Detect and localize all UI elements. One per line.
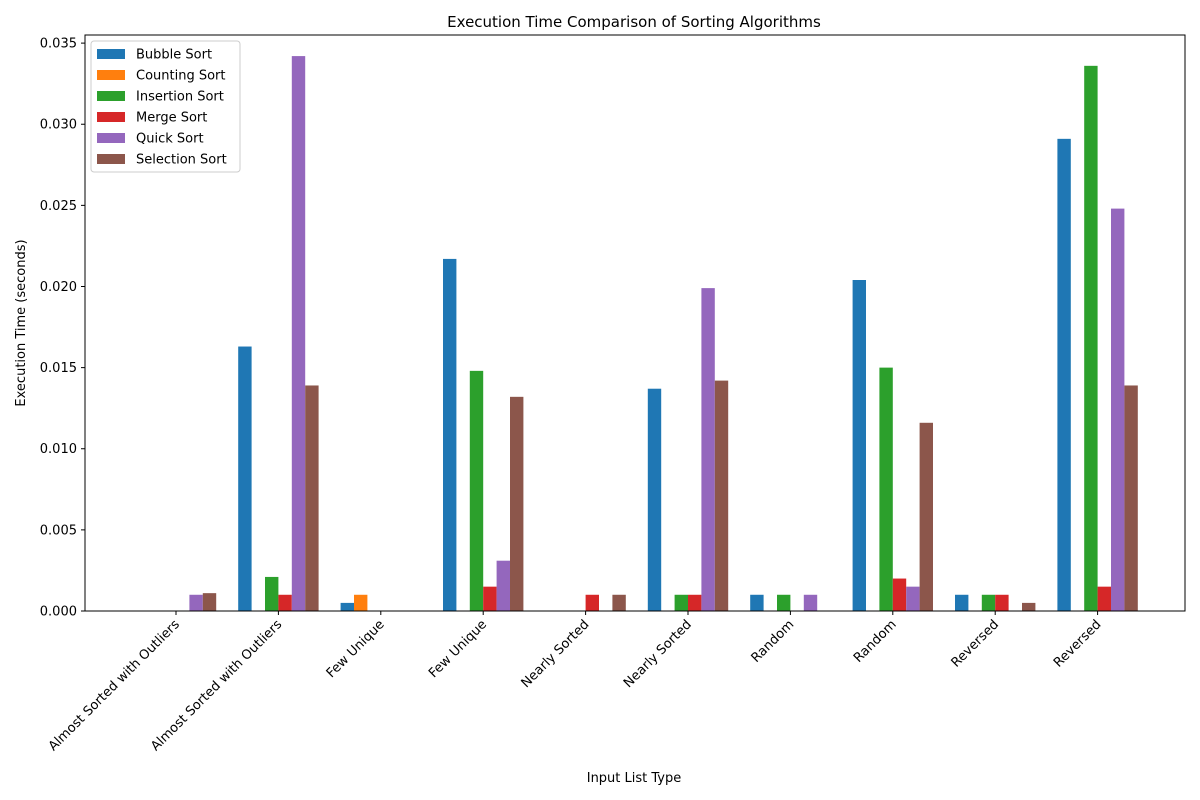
y-tick-label: 0.030 xyxy=(40,118,77,133)
chart-title: Execution Time Comparison of Sorting Alg… xyxy=(447,13,821,31)
bar-merge-sort-8 xyxy=(995,594,1009,611)
y-tick-label: 0.020 xyxy=(40,280,77,295)
x-tick-label: Few Unique xyxy=(426,617,490,681)
x-tick-label: Nearly Sorted xyxy=(519,617,593,691)
bar-merge-sort-4 xyxy=(585,594,599,611)
bar-bubble-sort-3 xyxy=(443,258,457,611)
bar-quick-sort-0 xyxy=(189,594,203,611)
legend-swatch-selection-sort xyxy=(97,154,125,164)
bar-quick-sort-7 xyxy=(906,586,920,611)
plot-frame xyxy=(84,34,1186,612)
legend-label: Counting Sort xyxy=(136,69,226,84)
legend-label: Quick Sort xyxy=(136,132,204,147)
legend-swatch-insertion-sort xyxy=(97,91,125,101)
bar-quick-sort-6 xyxy=(803,594,818,611)
bar-quick-sort-9 xyxy=(1111,208,1125,612)
bar-insertion-sort-5 xyxy=(674,594,688,611)
bar-merge-sort-1 xyxy=(278,594,292,611)
legend-swatch-counting-sort xyxy=(97,70,125,80)
legend: Bubble Sort Counting Sort Insertion Sort Me… xyxy=(90,40,241,173)
bar-bubble-sort-5 xyxy=(647,388,662,611)
x-tick-label: Nearly Sorted xyxy=(621,617,695,691)
bar-counting-sort-2 xyxy=(354,594,368,611)
bar-merge-sort-9 xyxy=(1097,586,1111,611)
bar-selection-sort-7 xyxy=(919,422,933,611)
y-tick-label: 0.015 xyxy=(40,361,77,376)
y-tick-label: 0.010 xyxy=(40,442,77,457)
bar-insertion-sort-6 xyxy=(777,594,791,611)
bar-insertion-sort-9 xyxy=(1084,65,1098,611)
bar-selection-sort-4 xyxy=(612,594,626,611)
x-axis-title: Input List Type xyxy=(587,771,682,786)
bar-bubble-sort-7 xyxy=(852,280,866,611)
legend-swatch-merge-sort xyxy=(97,112,125,122)
legend-swatch-quick-sort xyxy=(97,133,125,143)
x-tick-label: Few Unique xyxy=(324,617,388,681)
legend-label: Selection Sort xyxy=(136,153,227,168)
bar-insertion-sort-7 xyxy=(879,367,893,611)
bar-bubble-sort-9 xyxy=(1057,138,1071,611)
legend-label: Insertion Sort xyxy=(136,90,224,105)
y-tick-label: 0.025 xyxy=(40,199,77,214)
bar-selection-sort-5 xyxy=(714,380,729,611)
x-tick-label: Random xyxy=(749,617,798,666)
bar-insertion-sort-1 xyxy=(265,576,279,611)
y-axis-title: Execution Time (seconds) xyxy=(14,239,29,406)
legend-swatch-bubble-sort xyxy=(97,49,125,59)
bar-quick-sort-1 xyxy=(291,56,306,611)
y-axis: 0.000 0.005 0.010 0.015 0.020 0.025 0.030 0.035 xyxy=(40,37,85,620)
bar-selection-sort-3 xyxy=(510,396,524,611)
x-tick-label: Random xyxy=(851,617,900,666)
bar-selection-sort-8 xyxy=(1022,602,1036,611)
y-tick-label: 0.005 xyxy=(40,523,77,538)
bar-merge-sort-3 xyxy=(483,586,497,611)
legend-label: Bubble Sort xyxy=(136,48,212,63)
bar-quick-sort-5 xyxy=(701,288,715,611)
bar-selection-sort-1 xyxy=(305,385,319,611)
bar-bubble-sort-1 xyxy=(238,346,252,611)
bar-bubble-sort-6 xyxy=(750,594,764,611)
legend-box xyxy=(90,40,241,173)
bar-bubble-sort-2 xyxy=(340,602,354,611)
x-tick-label: Reversed xyxy=(949,617,1002,670)
bar-insertion-sort-3 xyxy=(469,370,484,611)
bars-group xyxy=(189,56,1138,612)
bar-bubble-sort-8 xyxy=(955,594,969,611)
x-tick-label: Reversed xyxy=(1051,617,1104,670)
bar-merge-sort-5 xyxy=(688,594,702,611)
legend-label: Merge Sort xyxy=(136,111,207,126)
bar-selection-sort-0 xyxy=(202,593,217,611)
y-tick-label: 0.000 xyxy=(40,605,77,620)
bar-insertion-sort-8 xyxy=(981,594,996,611)
y-tick-label: 0.035 xyxy=(40,37,77,52)
bar-merge-sort-7 xyxy=(892,578,907,611)
bar-selection-sort-9 xyxy=(1124,385,1138,611)
bar-quick-sort-3 xyxy=(496,560,510,611)
